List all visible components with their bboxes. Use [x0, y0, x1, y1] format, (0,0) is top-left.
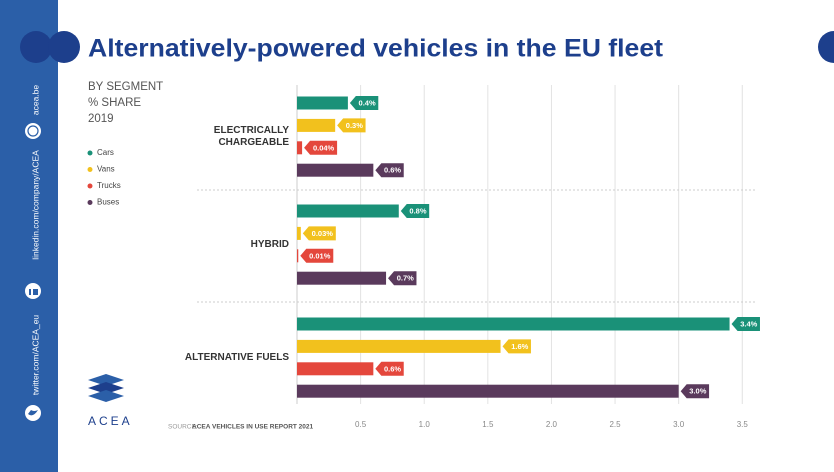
- logo: [88, 374, 124, 402]
- x-tick-label: 3.5: [737, 420, 749, 429]
- subtitle: BY SEGMENT: [88, 81, 163, 93]
- legend-label: Cars: [97, 148, 114, 157]
- web-icon-glyph: [27, 125, 39, 137]
- logo-shape: [88, 382, 124, 394]
- subtitle: % SHARE: [88, 97, 141, 109]
- source: ACEA VEHICLES IN USE REPORT 2021: [192, 424, 314, 431]
- web-icon: [25, 123, 41, 139]
- source-label: SOURCE:: [168, 424, 198, 431]
- bar: [297, 118, 336, 132]
- value-tag: [400, 204, 430, 218]
- linkedin-icon-glyph: [29, 289, 31, 295]
- value-label: 0.04%: [313, 143, 335, 152]
- value-label: 0.8%: [409, 206, 426, 215]
- sidebar-link: twitter.com/ACEA_eu: [30, 315, 40, 396]
- value-label: 0.03%: [312, 229, 334, 238]
- decor-circle: [20, 31, 52, 63]
- logo-text: ACEA: [88, 414, 133, 428]
- bar: [297, 384, 679, 398]
- value-tag: [375, 163, 404, 178]
- legend-label: Buses: [97, 198, 119, 207]
- value-tag: [300, 248, 334, 263]
- value-tag: [349, 96, 379, 110]
- bar: [297, 339, 501, 353]
- value-tag: [304, 140, 338, 155]
- twitter-icon-glyph: [28, 410, 38, 416]
- value-label: 0.6%: [384, 364, 401, 373]
- bar: [297, 141, 303, 155]
- value-tag: [337, 118, 366, 133]
- x-tick-label: 2.5: [609, 420, 621, 429]
- logo-shape: [88, 374, 124, 386]
- sidebar: [0, 0, 58, 472]
- legend-label: Vans: [97, 165, 115, 174]
- bar: [297, 204, 399, 218]
- chart-title: Alternatively-powered vehicles in the EU…: [88, 35, 664, 63]
- value-label: 3.0%: [689, 387, 706, 396]
- bar: [297, 317, 730, 331]
- legend-swatch: [87, 150, 93, 156]
- value-label: 3.4%: [740, 319, 757, 328]
- category-label: ELECTRICALLY CHARGEABLE: [213, 124, 289, 148]
- bar: [297, 249, 299, 263]
- value-tag: [302, 226, 336, 241]
- bar: [297, 96, 348, 110]
- value-tag: [375, 361, 404, 376]
- value-label: 0.01%: [309, 251, 331, 260]
- x-tick-label: 0.5: [355, 420, 367, 429]
- decor-circle: [48, 31, 80, 63]
- decor-circle: [818, 31, 834, 63]
- value-label: 0.6%: [384, 166, 401, 175]
- legend-label: Trucks: [97, 181, 121, 190]
- value-tag: [680, 384, 710, 399]
- value-tag: [731, 317, 760, 331]
- legend-swatch: [87, 183, 93, 189]
- logo-shape: [88, 390, 124, 402]
- x-tick-label: 1.5: [482, 420, 494, 429]
- bar: [297, 271, 387, 285]
- linkedin-icon-glyph: [33, 289, 38, 295]
- value-label: 1.6%: [511, 342, 528, 351]
- value-label: 0.7%: [397, 274, 414, 283]
- category-label: ALTERNATIVE FUELS: [184, 351, 289, 363]
- bar: [297, 163, 374, 177]
- plot-bg: [297, 85, 755, 404]
- x-tick-label: 3.0: [673, 420, 685, 429]
- value-tag: [388, 271, 417, 286]
- bar: [297, 362, 374, 376]
- subtitle: 2019: [88, 113, 114, 125]
- x-tick-label: 1.0: [419, 420, 431, 429]
- legend-swatch: [87, 167, 93, 172]
- legend-swatch: [87, 200, 93, 205]
- value-label: 0.3%: [346, 121, 363, 130]
- category-label: HYBRID: [250, 238, 289, 250]
- sidebar-link: linkedin.com/company/ACEA: [30, 150, 40, 260]
- sidebar-link: acea.be: [30, 85, 40, 116]
- bar: [297, 226, 301, 240]
- value-tag: [502, 339, 531, 354]
- value-label: 0.4%: [359, 98, 376, 107]
- x-tick-label: 2.0: [546, 420, 558, 429]
